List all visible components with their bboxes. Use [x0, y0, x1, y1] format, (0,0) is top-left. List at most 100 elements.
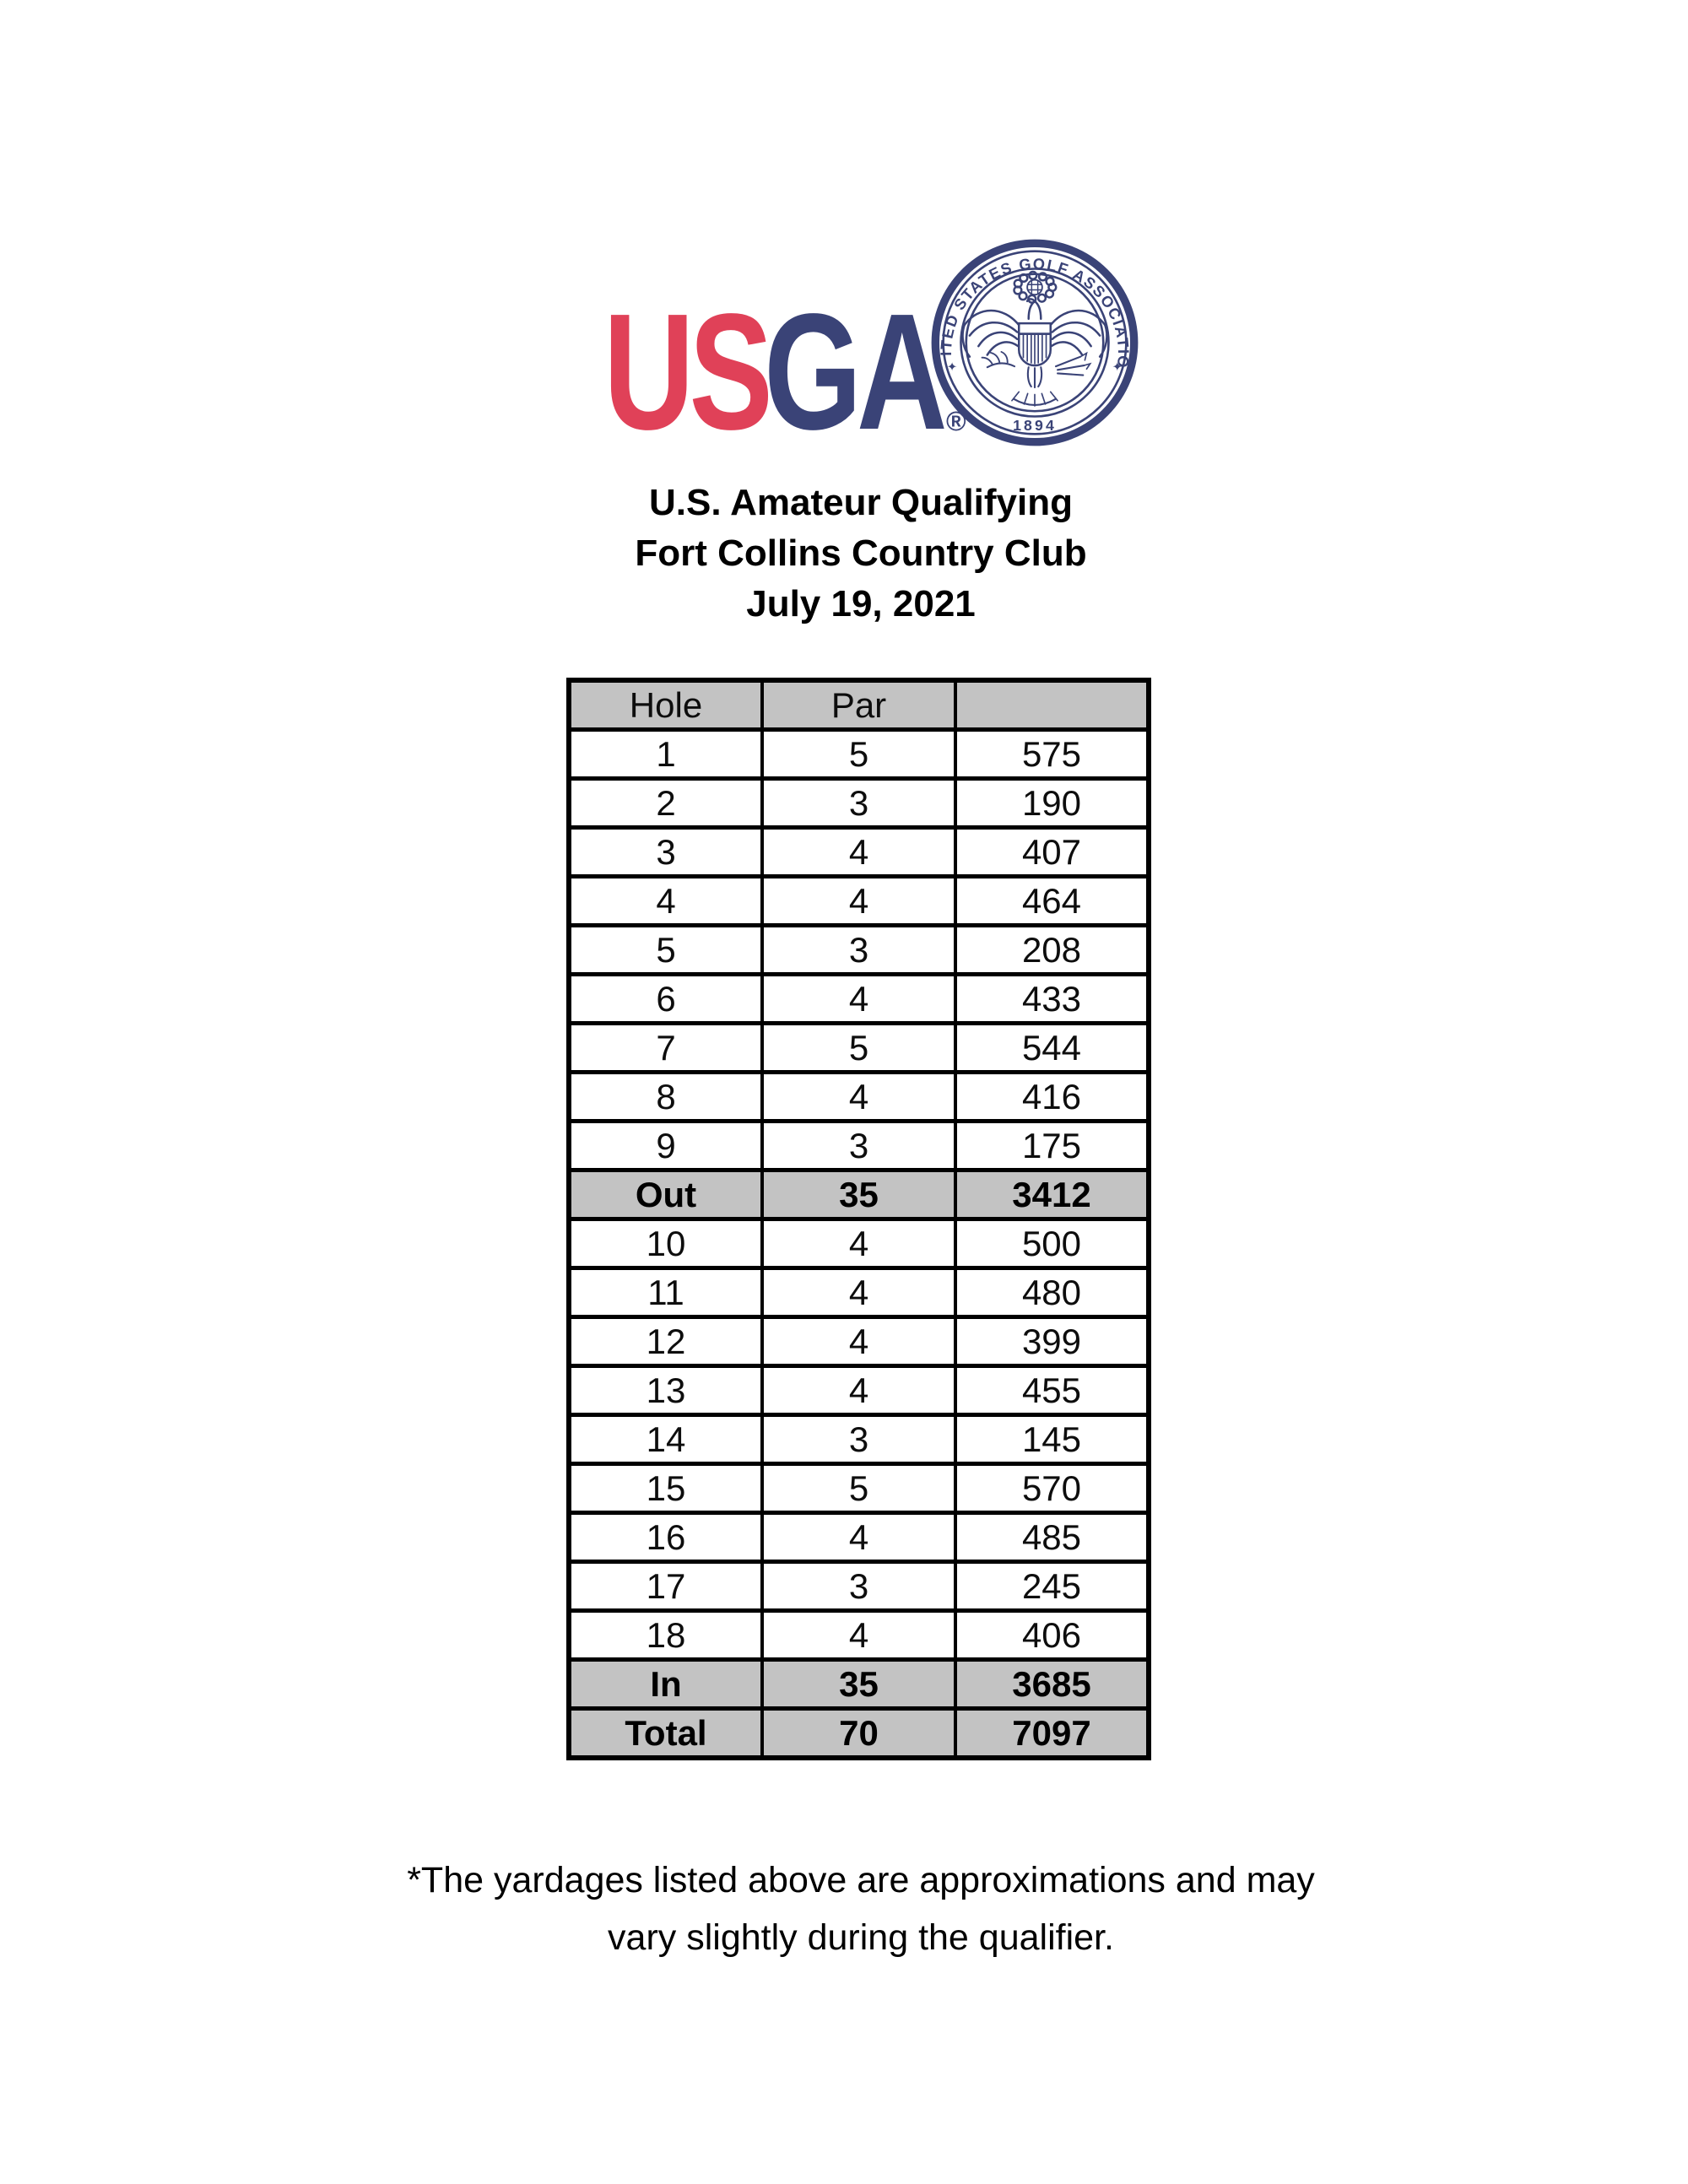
table-row: Out 35 3412 [567, 1168, 1150, 1221]
table-row: 2 3 190 [567, 776, 1150, 830]
cell-yards: 570 [954, 1462, 1150, 1515]
cell-hole: Total [567, 1706, 764, 1760]
table-row: 1 5 575 [567, 727, 1150, 781]
cell-hole: 14 [567, 1413, 764, 1466]
cell-par: 35 [760, 1657, 957, 1711]
cell-par: 35 [760, 1168, 957, 1221]
seal-star-left-icon: ✦ [947, 360, 957, 374]
cell-hole: In [567, 1657, 764, 1711]
yardage-table-body: 1 5 575 2 3 190 3 4 407 4 4 464 5 3 208 6 4 433 7 5 544 8 4 416… [567, 727, 1150, 1760]
cell-hole: 12 [567, 1315, 764, 1368]
cell-hole: 10 [567, 1217, 764, 1270]
table-row: 4 4 464 [567, 874, 1150, 927]
cell-yards: 175 [954, 1119, 1150, 1172]
cell-yards: 208 [954, 923, 1150, 976]
seal-year: 1894 [1013, 417, 1057, 434]
table-row: 9 3 175 [567, 1119, 1150, 1172]
cell-par: 3 [760, 1119, 957, 1172]
event-date: July 19, 2021 [746, 583, 976, 624]
table-row: 15 5 570 [567, 1462, 1150, 1515]
cell-par: 4 [760, 874, 957, 927]
table-row: 13 4 455 [567, 1364, 1150, 1417]
cell-par: 4 [760, 1266, 957, 1319]
cell-hole: 8 [567, 1070, 764, 1123]
cell-par: 4 [760, 1608, 957, 1662]
cell-par: 3 [760, 923, 957, 976]
eagle-emblem-icon [961, 270, 1108, 407]
cell-hole: 1 [567, 727, 764, 781]
table-row: 7 5 544 [567, 1021, 1150, 1074]
cell-yards: 433 [954, 972, 1150, 1025]
cell-hole: 6 [567, 972, 764, 1025]
table-row: 12 4 399 [567, 1315, 1150, 1368]
cell-hole: 13 [567, 1364, 764, 1417]
usga-wordmark-us: US [603, 279, 773, 464]
cell-yards: 480 [954, 1266, 1150, 1319]
table-row: 17 3 245 [567, 1560, 1150, 1613]
cell-par: 4 [760, 1315, 957, 1368]
table-row: 6 4 433 [567, 972, 1150, 1025]
cell-hole: 7 [567, 1021, 764, 1074]
usga-logo: USGA ® UNITED STATES GOLF ASSOCIATION ✦ … [588, 237, 1145, 455]
cell-yards: 145 [954, 1413, 1150, 1466]
column-header-yardage [954, 678, 1150, 732]
cell-hole: Out [567, 1168, 764, 1221]
cell-yards: 3685 [954, 1657, 1150, 1711]
cell-par: 4 [760, 1070, 957, 1123]
cell-par: 5 [760, 1462, 957, 1515]
cell-par: 4 [760, 1364, 957, 1417]
table-row: 11 4 480 [567, 1266, 1150, 1319]
cell-par: 3 [760, 776, 957, 830]
footnote-line-1: *The yardages listed above are approxima… [407, 1860, 1315, 1900]
cell-par: 4 [760, 972, 957, 1025]
column-header-par: Par [760, 678, 957, 732]
cell-yards: 416 [954, 1070, 1150, 1123]
cell-hole: 5 [567, 923, 764, 976]
cell-yards: 3412 [954, 1168, 1150, 1221]
table-row: 16 4 485 [567, 1511, 1150, 1564]
usga-seal-icon: UNITED STATES GOLF ASSOCIATION ✦ ✦ 1894 [929, 237, 1139, 446]
cell-yards: 500 [954, 1217, 1150, 1270]
cell-hole: 11 [567, 1266, 764, 1319]
table-row: 18 4 406 [567, 1608, 1150, 1662]
event-title: U.S. Amateur Qualifying [648, 482, 1073, 523]
venue-title: Fort Collins Country Club [635, 532, 1087, 574]
document-title-block: U.S. Amateur Qualifying Fort Collins Cou… [17, 478, 1688, 630]
cell-yards: 190 [954, 776, 1150, 830]
cell-hole: 15 [567, 1462, 764, 1515]
table-row: 8 4 416 [567, 1070, 1150, 1123]
cell-yards: 544 [954, 1021, 1150, 1074]
cell-hole: 3 [567, 825, 764, 878]
footnote: *The yardages listed above are approxima… [17, 1852, 1688, 1966]
cell-yards: 455 [954, 1364, 1150, 1417]
cell-hole: 9 [567, 1119, 764, 1172]
cell-hole: 17 [567, 1560, 764, 1613]
cell-par: 70 [760, 1706, 957, 1760]
table-row: 5 3 208 [567, 923, 1150, 976]
cell-yards: 575 [954, 727, 1150, 781]
cell-yards: 7097 [954, 1706, 1150, 1760]
cell-hole: 2 [567, 776, 764, 830]
table-header-row: Hole Par [567, 678, 1150, 732]
seal-star-right-icon: ✦ [1112, 360, 1123, 374]
footnote-line-2: vary slightly during the qualifier. [608, 1917, 1114, 1958]
usga-wordmark-ga: GA [764, 279, 947, 464]
cell-par: 4 [760, 1511, 957, 1564]
cell-hole: 18 [567, 1608, 764, 1662]
table-row: 14 3 145 [567, 1413, 1150, 1466]
table-row: 3 4 407 [567, 825, 1150, 878]
cell-yards: 406 [954, 1608, 1150, 1662]
cell-hole: 4 [567, 874, 764, 927]
table-row: 10 4 500 [567, 1217, 1150, 1270]
cell-yards: 407 [954, 825, 1150, 878]
column-header-hole: Hole [567, 678, 764, 732]
cell-yards: 464 [954, 874, 1150, 927]
table-row: In 35 3685 [567, 1657, 1150, 1711]
cell-yards: 485 [954, 1511, 1150, 1564]
registered-trademark: ® [946, 406, 966, 436]
usga-wordmark: USGA [603, 289, 948, 455]
cell-hole: 16 [567, 1511, 764, 1564]
yardage-table: Hole Par 1 5 575 2 3 190 3 4 407 4 4 464 5 3 208 6 4 433 7… [566, 678, 1151, 1760]
cell-yards: 245 [954, 1560, 1150, 1613]
